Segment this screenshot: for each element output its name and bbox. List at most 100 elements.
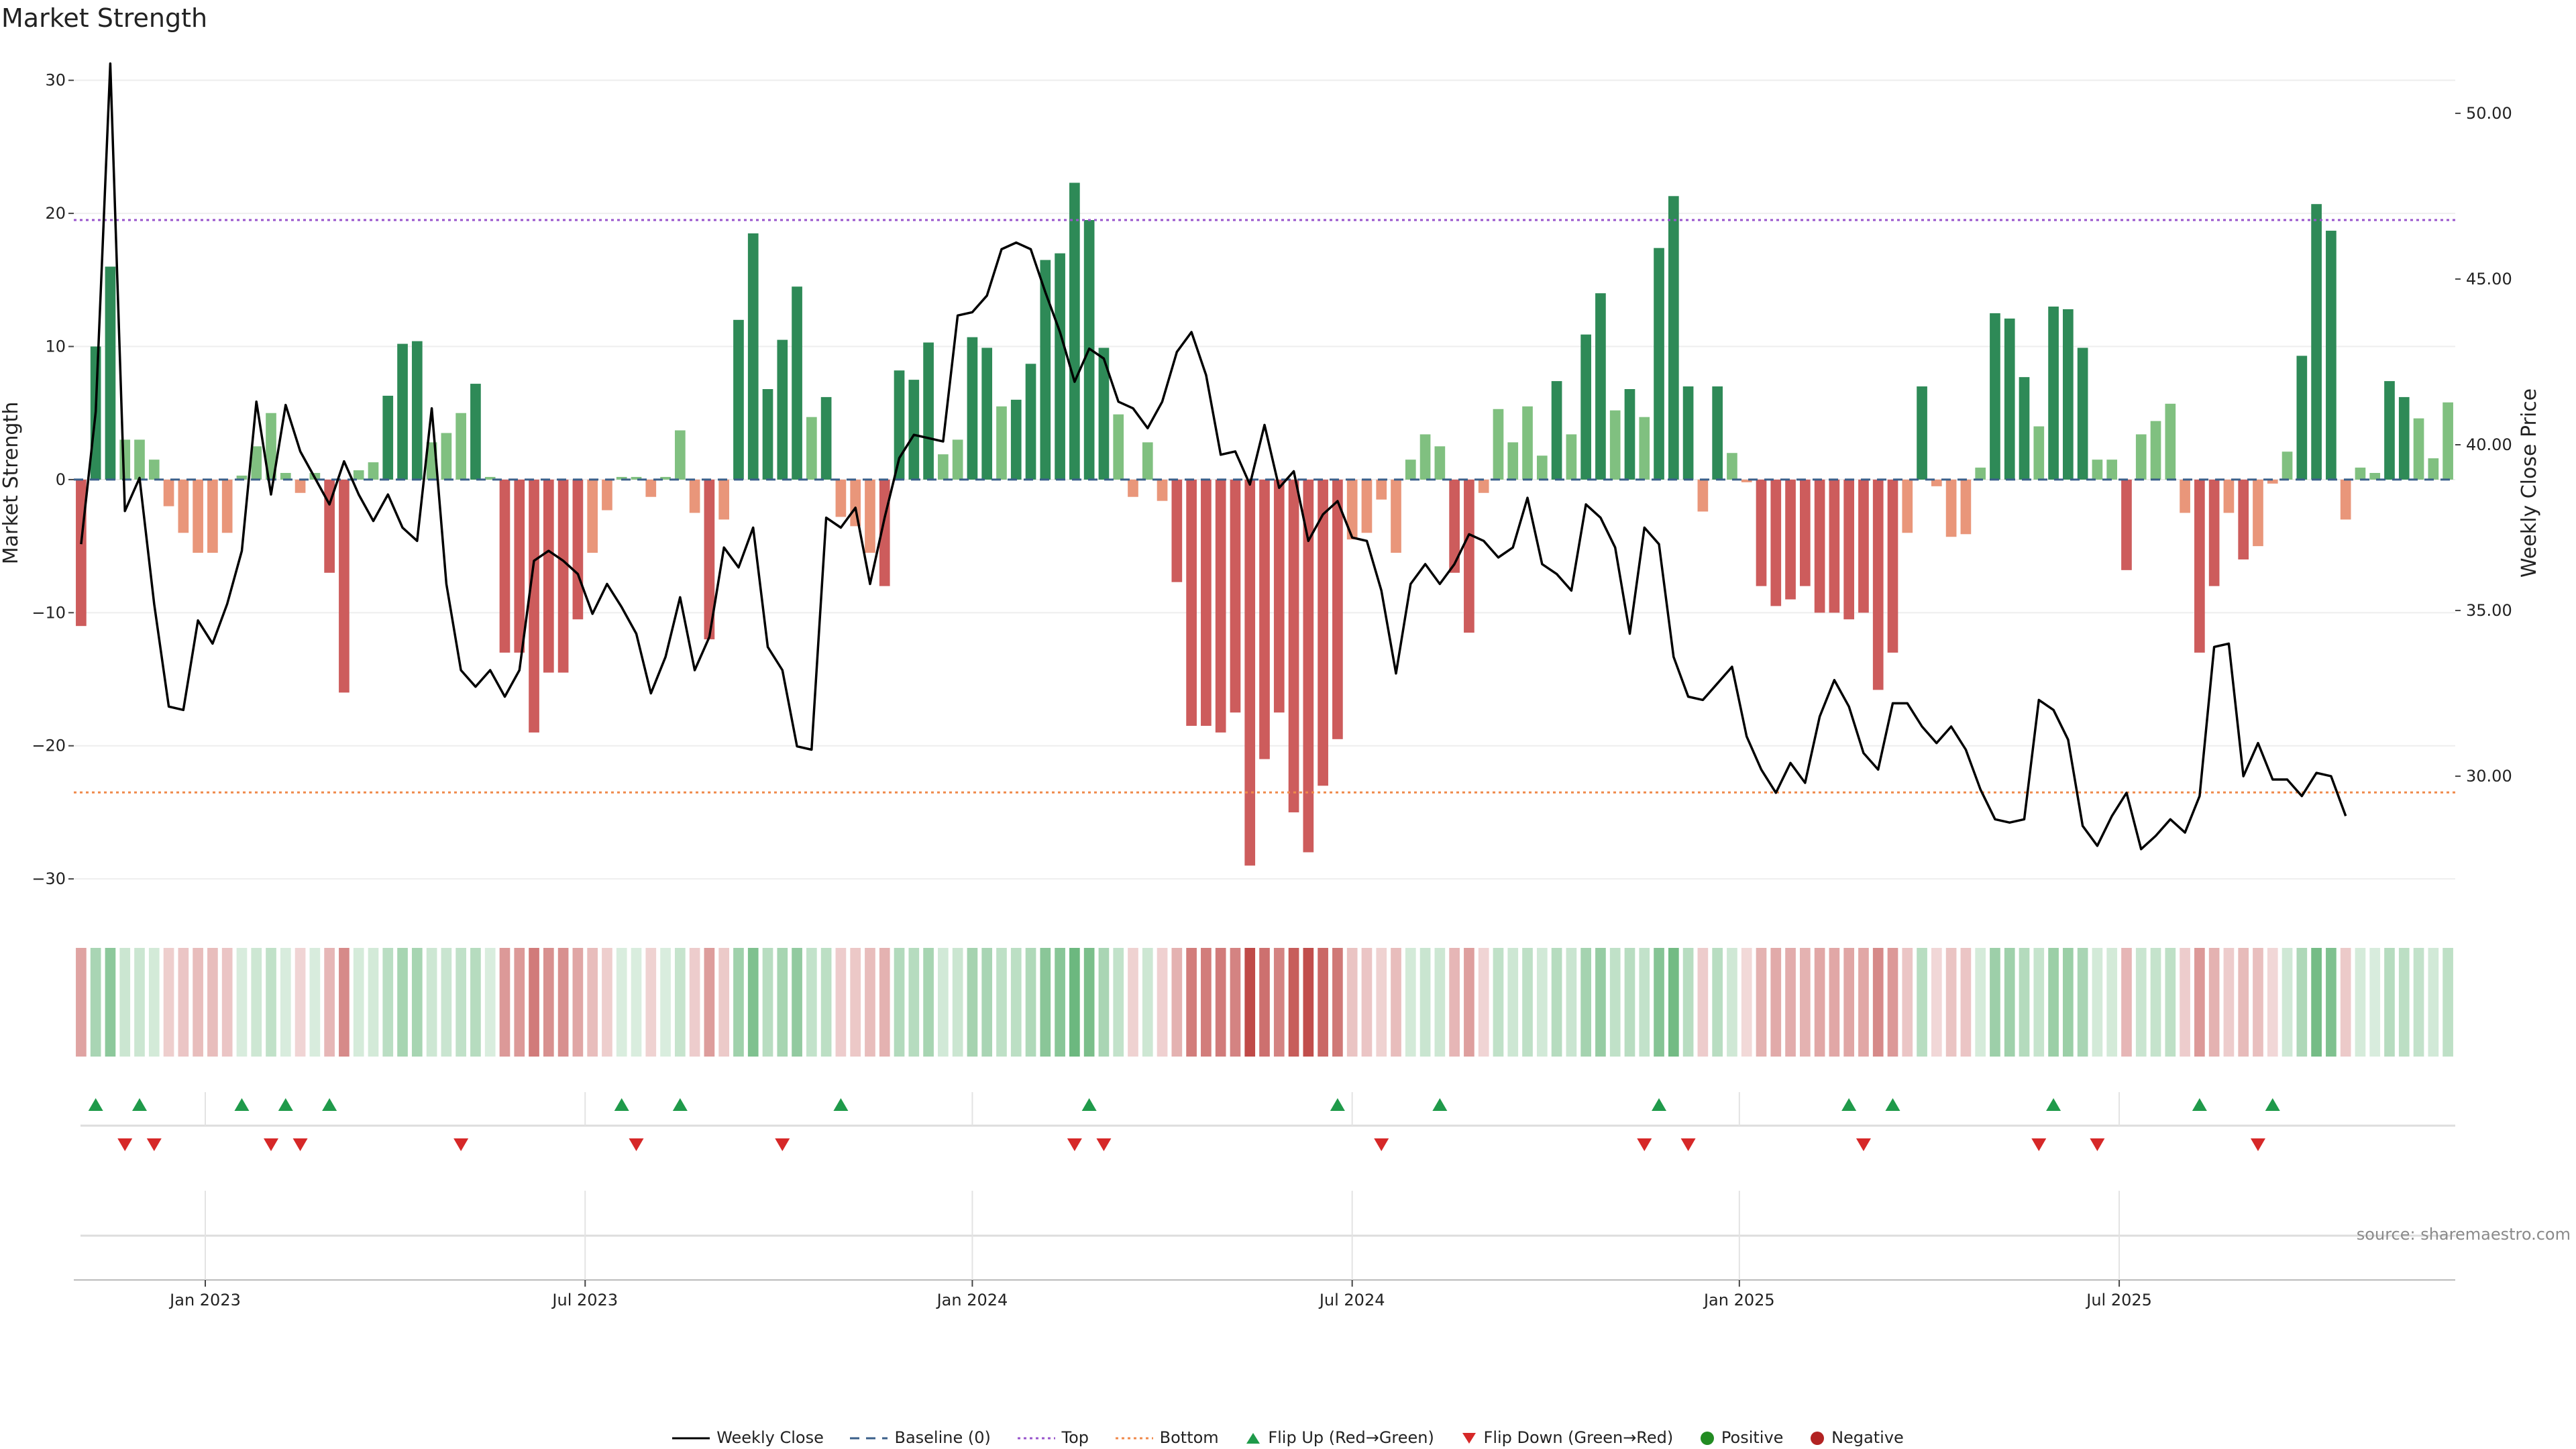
heatmap-cell — [820, 948, 832, 1057]
flip-up-marker — [1330, 1098, 1345, 1111]
heatmap-cell — [251, 948, 262, 1057]
flip-up-marker — [1432, 1098, 1448, 1111]
y-tick-label: 20 — [45, 204, 66, 223]
heatmap-cell — [1303, 948, 1314, 1057]
heatmap-cell — [397, 948, 408, 1057]
heatmap-cell — [2121, 948, 2132, 1057]
strength-bar — [1580, 334, 1591, 480]
flip-up-marker — [1841, 1098, 1857, 1111]
heatmap-cell — [806, 948, 817, 1057]
heatmap-cell — [529, 948, 539, 1057]
strength-bar — [1025, 364, 1036, 480]
strength-bar — [1230, 479, 1241, 713]
heatmap-cell — [382, 948, 394, 1057]
heatmap-cell — [1230, 948, 1241, 1057]
legend: Weekly Close Baseline (0) Top Bottom Fli… — [0, 1428, 2576, 1447]
dashed-line-swatch-icon — [850, 1437, 888, 1440]
heatmap-cell — [835, 948, 847, 1057]
heatmap-cell — [1055, 948, 1065, 1057]
x-tick-label: Jan 2024 — [936, 1291, 1008, 1309]
heatmap-cell — [1887, 948, 1898, 1057]
x-tick-label: Jul 2025 — [2085, 1291, 2152, 1309]
strength-bar — [645, 479, 657, 497]
strength-bar — [587, 479, 598, 553]
strength-bar — [2253, 479, 2263, 547]
heatmap-cell — [2355, 948, 2366, 1057]
green-dot-icon — [1700, 1432, 1714, 1445]
heatmap-cell — [1712, 948, 1723, 1057]
heatmap-cell — [163, 948, 174, 1057]
strength-bar — [119, 439, 131, 480]
heatmap-cell — [1990, 948, 2000, 1057]
legend-bottom: Bottom — [1115, 1428, 1219, 1447]
heatmap-cell — [718, 948, 730, 1057]
strength-bar — [397, 343, 408, 480]
triangle-up-icon — [1246, 1433, 1260, 1444]
y-tick-label: −20 — [32, 737, 66, 755]
strength-bar — [1727, 453, 1737, 480]
heatmap-cell — [1799, 948, 1811, 1057]
heatmap-cell — [879, 948, 890, 1057]
heatmap-cell — [2369, 948, 2381, 1057]
strength-bar — [1595, 293, 1606, 480]
strength-bar — [2063, 309, 2074, 480]
strength-bar — [1843, 479, 1855, 620]
heatmap-cell — [1391, 948, 1401, 1057]
heatmap-cell — [674, 948, 686, 1057]
strength-bar — [2428, 458, 2439, 480]
strength-bar — [1536, 455, 1548, 480]
strength-heatmap-strip — [76, 948, 2453, 1057]
heatmap-cell — [762, 948, 773, 1057]
heatmap-cell — [455, 948, 466, 1057]
heatmap-cell — [865, 948, 875, 1057]
strength-bar — [294, 479, 306, 493]
heatmap-cell — [1536, 948, 1548, 1057]
strength-bar — [178, 479, 189, 533]
strength-bar — [280, 473, 291, 480]
heatmap-cell — [90, 948, 101, 1057]
strength-bar — [1785, 479, 1796, 600]
heatmap-cell — [324, 948, 335, 1057]
heatmap-cell — [411, 948, 423, 1057]
strength-bar — [2296, 356, 2308, 480]
strength-bar — [674, 430, 686, 480]
strength-bar — [1697, 479, 1709, 512]
strength-bar — [2092, 460, 2103, 480]
heatmap-cell — [2443, 948, 2453, 1057]
strength-bar — [2267, 479, 2278, 484]
heatmap-cell — [2180, 948, 2190, 1057]
strength-bar — [2208, 479, 2220, 586]
strength-bar — [2398, 396, 2410, 480]
heatmap-cell — [105, 948, 116, 1057]
y-tick-label: 10 — [45, 337, 66, 356]
heatmap-cell — [1419, 948, 1431, 1057]
strength-bar — [2165, 403, 2176, 480]
heatmap-cell — [426, 948, 437, 1057]
heatmap-cell — [631, 948, 642, 1057]
strength-bar — [1040, 260, 1051, 480]
y-tick-label: −30 — [32, 869, 66, 888]
strength-bar — [251, 446, 262, 480]
heatmap-cell — [1244, 948, 1256, 1057]
heatmap-cell — [1682, 948, 1694, 1057]
heatmap-cell — [1639, 948, 1650, 1057]
strength-bar — [1493, 409, 1504, 480]
strength-bar — [1682, 386, 1694, 480]
strength-bar — [1405, 460, 1416, 480]
strength-bar — [2180, 479, 2190, 513]
strength-bar — [1098, 347, 1110, 480]
heatmap-cell — [1580, 948, 1591, 1057]
y2-axis: 50.00 45.00 40.00 35.00 30.00 — [2455, 104, 2512, 786]
strength-bar — [1960, 479, 1972, 535]
strength-bar — [1741, 479, 1752, 482]
strength-bar — [1872, 479, 1884, 690]
source-note: source: sharemaestro.com — [2357, 1225, 2571, 1244]
heatmap-cell — [1858, 948, 1869, 1057]
strength-bar — [1244, 479, 1256, 866]
strength-bar — [1303, 479, 1314, 853]
heatmap-cell — [280, 948, 291, 1057]
flip-up-marker — [833, 1098, 849, 1111]
heatmap-cell — [1609, 948, 1621, 1057]
heatmap-cell — [1273, 948, 1285, 1057]
heatmap-cell — [499, 948, 511, 1057]
